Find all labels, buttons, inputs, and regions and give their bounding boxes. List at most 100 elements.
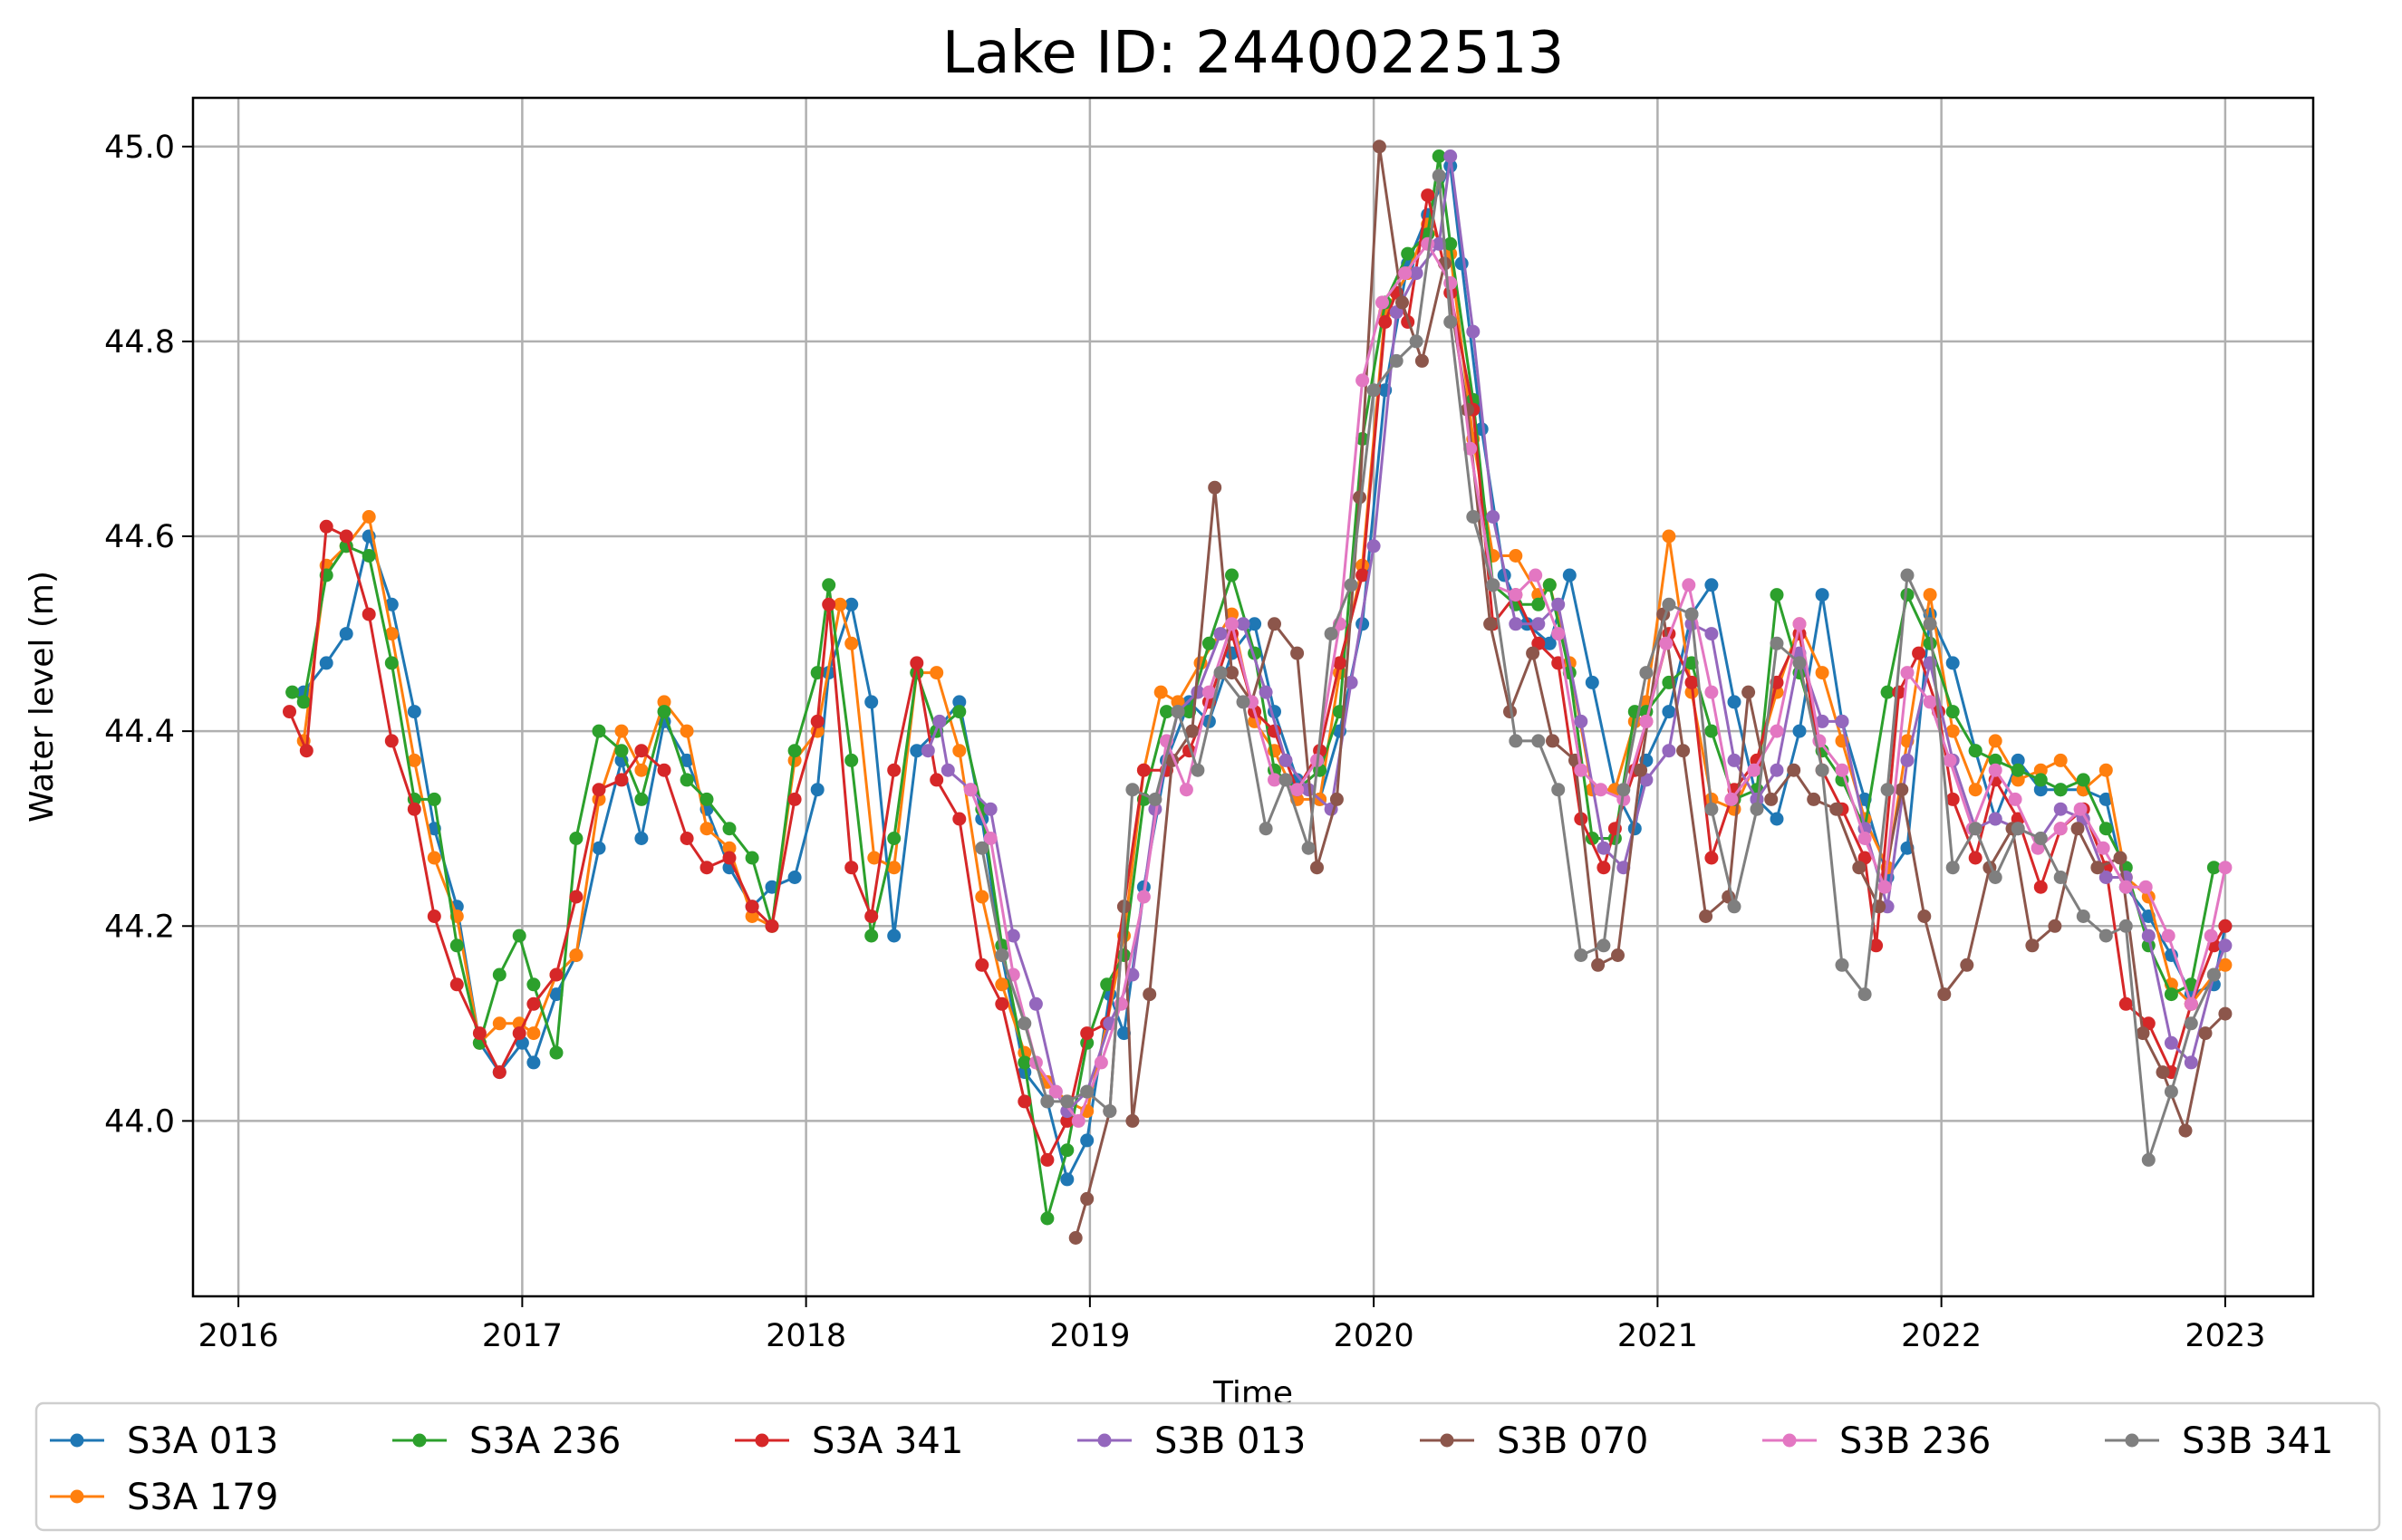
x-tick-label: 2021 [1617, 1318, 1698, 1354]
data-point [2073, 802, 2088, 816]
data-point [1486, 510, 1500, 524]
data-point [2076, 910, 2090, 923]
data-point [1807, 792, 1821, 806]
y-tick-label: 45.0 [104, 130, 175, 166]
data-point [932, 714, 947, 728]
data-point [2118, 996, 2133, 1011]
data-point [1236, 695, 1250, 709]
data-point [1968, 783, 1982, 797]
legend-entry-s3a-013: S3A 013 [50, 1420, 278, 1462]
legend-entry-s3a-179: S3A 179 [50, 1477, 278, 1518]
data-point [680, 724, 694, 738]
data-point [569, 890, 584, 904]
data-point [1225, 607, 1239, 621]
data-point [1988, 871, 2002, 884]
data-point [1225, 666, 1239, 680]
data-point [1699, 910, 1713, 923]
data-point [1068, 1231, 1083, 1245]
data-point [362, 510, 376, 524]
data-point [1585, 675, 1599, 689]
data-point [407, 753, 421, 767]
data-point [1060, 1143, 1075, 1158]
x-tick-label: 2017 [482, 1318, 563, 1354]
data-point [1945, 792, 1960, 806]
data-point [2206, 967, 2221, 982]
data-point [1877, 880, 1892, 894]
data-point [1815, 666, 1829, 680]
data-point [1443, 275, 1458, 290]
data-point [1770, 812, 1784, 826]
data-point [1080, 1191, 1095, 1206]
data-point [449, 938, 464, 953]
data-point [1409, 334, 1423, 349]
data-point [1546, 734, 1559, 748]
data-point [2098, 822, 2113, 836]
y-axis-label: Water level (m) [24, 571, 61, 823]
data-point [1395, 295, 1409, 310]
data-point [983, 832, 998, 845]
data-point [1378, 314, 1393, 329]
legend-label: S3A 013 [127, 1420, 278, 1462]
data-point [1526, 646, 1540, 660]
data-point [1551, 783, 1566, 797]
data-point [1815, 588, 1829, 602]
data-point [1236, 617, 1250, 631]
data-point [1594, 783, 1608, 797]
legend-entry-s3b-070: S3B 070 [1420, 1420, 1648, 1462]
data-point [1634, 763, 1648, 777]
data-point [722, 851, 737, 865]
data-point [1401, 246, 1415, 261]
legend-entry-s3a-236: S3A 236 [392, 1420, 621, 1462]
data-point [1103, 1104, 1117, 1119]
data-point [1136, 763, 1151, 777]
data-point [2090, 861, 2105, 875]
data-point [2113, 851, 2127, 865]
data-point [1937, 987, 1952, 1002]
data-point [1080, 1133, 1095, 1148]
data-point [512, 929, 526, 943]
data-point [1529, 568, 1543, 582]
data-point [1880, 685, 1895, 699]
data-point [1268, 617, 1281, 631]
data-point [1329, 792, 1344, 806]
data-point [1741, 685, 1756, 699]
legend-swatch-marker [70, 1433, 84, 1448]
legend-swatch-marker [755, 1433, 769, 1448]
data-point [1040, 1094, 1055, 1109]
data-point [1852, 861, 1867, 875]
data-point [745, 900, 759, 914]
data-point [549, 967, 564, 982]
data-point [384, 627, 399, 641]
data-point [1727, 753, 1741, 767]
data-point [2118, 880, 2133, 894]
data-point [283, 705, 296, 719]
data-point [1398, 266, 1413, 281]
data-point [407, 802, 421, 816]
data-point [2156, 1065, 2170, 1080]
data-point [1988, 734, 2002, 748]
data-point [339, 529, 353, 544]
data-point [1143, 987, 1157, 1002]
data-point [1100, 977, 1114, 992]
data-point [634, 763, 649, 777]
data-point [1432, 236, 1446, 251]
data-point [1597, 861, 1611, 875]
data-point [787, 744, 802, 758]
legend-swatch-marker [2125, 1433, 2139, 1448]
data-point [1945, 705, 1960, 719]
data-point [2098, 871, 2113, 884]
data-point [1268, 773, 1281, 787]
data-point [2218, 1006, 2233, 1021]
data-point [1531, 617, 1546, 631]
x-tick-label: 2016 [198, 1318, 279, 1354]
data-point [592, 783, 606, 797]
data-point [1366, 539, 1381, 553]
data-point [833, 597, 847, 611]
data-point [844, 597, 859, 611]
data-point [810, 783, 825, 797]
data-point [1060, 1172, 1075, 1187]
data-point [526, 977, 541, 992]
data-point [1509, 588, 1523, 602]
data-point [1208, 480, 1222, 495]
data-point [634, 832, 649, 845]
